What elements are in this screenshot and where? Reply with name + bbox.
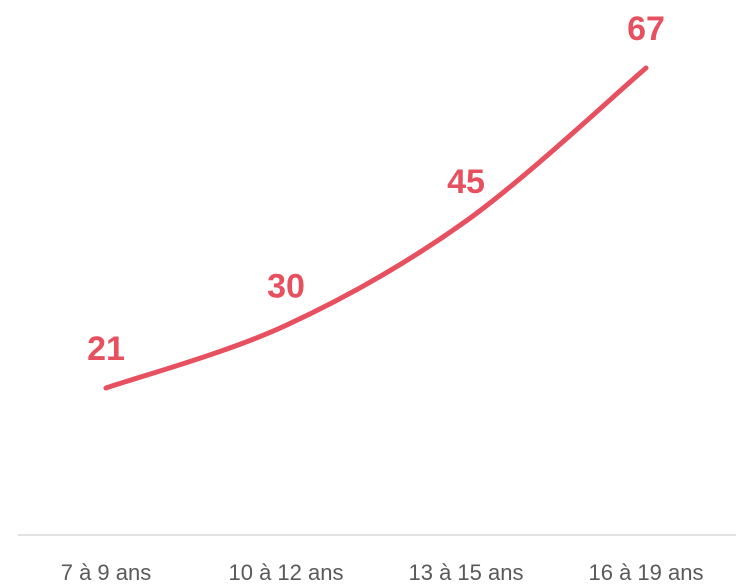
- data-label: 45: [447, 163, 485, 201]
- series-line: [103, 65, 649, 391]
- data-label: 67: [627, 10, 665, 48]
- x-tick-label: 13 à 15 ans: [409, 560, 524, 585]
- data-label: 30: [267, 267, 305, 305]
- x-tick-label: 7 à 9 ans: [61, 560, 152, 585]
- data-labels: 21 30 45 67: [87, 10, 665, 368]
- x-tick-labels: 7 à 9 ans 10 à 12 ans 13 à 15 ans 16 à 19 a…: [61, 560, 704, 585]
- data-label: 21: [87, 330, 125, 368]
- x-tick-label: 16 à 19 ans: [589, 560, 704, 585]
- x-tick-label: 10 à 12 ans: [229, 560, 344, 585]
